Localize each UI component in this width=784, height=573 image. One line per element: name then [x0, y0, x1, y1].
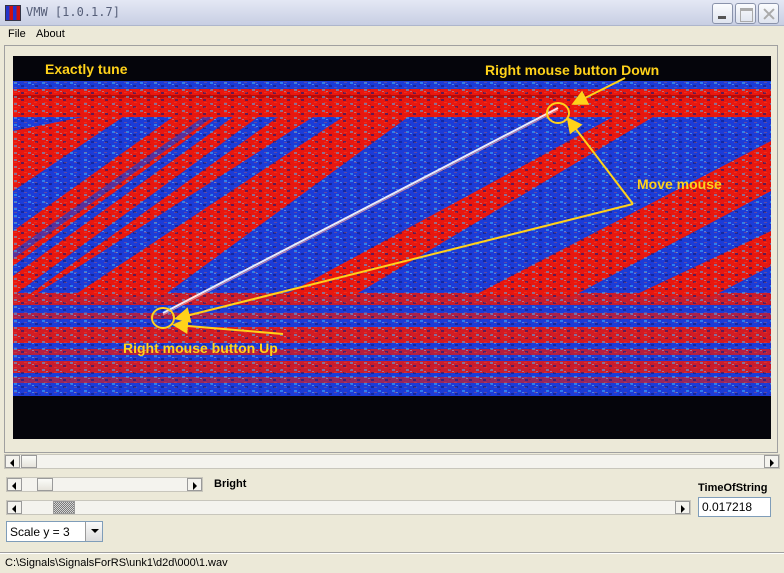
arrow-move-start [566, 116, 634, 205]
menu-file[interactable]: File [8, 28, 26, 40]
start-point-circle [546, 102, 570, 124]
time-right-button[interactable] [675, 501, 690, 514]
signal-display-panel: Exactly tune Right mouse button Down Mov… [4, 45, 778, 453]
arrow-up-point [172, 318, 284, 335]
status-bar: C:\Signals\SignalsForRS\unk1\d2d\000\1.w… [0, 553, 784, 573]
time-left-button[interactable] [7, 501, 22, 514]
menu-about[interactable]: About [36, 28, 65, 40]
arrow-down-point [571, 77, 626, 105]
minimize-button[interactable] [712, 3, 733, 24]
scroll-left-button[interactable] [5, 455, 20, 468]
bright-thumb[interactable] [37, 478, 53, 491]
annotation-move-mouse: Move mouse [637, 176, 722, 192]
annotation-right-button-down: Right mouse button Down [485, 62, 660, 78]
title-bar: VMW [1.0.1.7] [0, 0, 784, 26]
menu-bar: File About [0, 26, 784, 44]
main-horizontal-scrollbar[interactable] [4, 454, 780, 469]
scroll-thumb[interactable] [21, 455, 37, 468]
end-point-circle [151, 307, 175, 329]
annotation-right-button-up: Right mouse button Up [123, 340, 278, 356]
waterfall-image [13, 81, 771, 396]
annotation-overlay [151, 77, 634, 335]
scroll-right-button[interactable] [764, 455, 779, 468]
scale-y-value: Scale y = 3 [10, 525, 70, 539]
bright-right-button[interactable] [187, 478, 202, 491]
time-of-string-input[interactable]: 0.017218 [698, 497, 771, 517]
bright-scrollbar[interactable] [6, 477, 203, 492]
bright-left-button[interactable] [7, 478, 22, 491]
time-of-string-label: TimeOfString [698, 482, 768, 494]
window-title: VMW [1.0.1.7] [26, 5, 120, 19]
bright-label: Bright [214, 478, 247, 490]
maximize-button[interactable] [735, 3, 756, 24]
close-button[interactable] [758, 3, 779, 24]
scale-y-select[interactable]: Scale y = 3 [6, 521, 103, 542]
time-thumb[interactable] [53, 501, 75, 514]
file-path-status: C:\Signals\SignalsForRS\unk1\d2d\000\1.w… [5, 557, 228, 569]
time-scrollbar[interactable] [6, 500, 691, 515]
waterfall-canvas[interactable]: Exactly tune Right mouse button Down Mov… [13, 56, 771, 439]
chevron-down-icon[interactable] [85, 522, 102, 541]
annotation-exactly-tune: Exactly tune [45, 61, 128, 77]
arrow-move-end [174, 203, 634, 323]
app-icon [5, 5, 21, 21]
